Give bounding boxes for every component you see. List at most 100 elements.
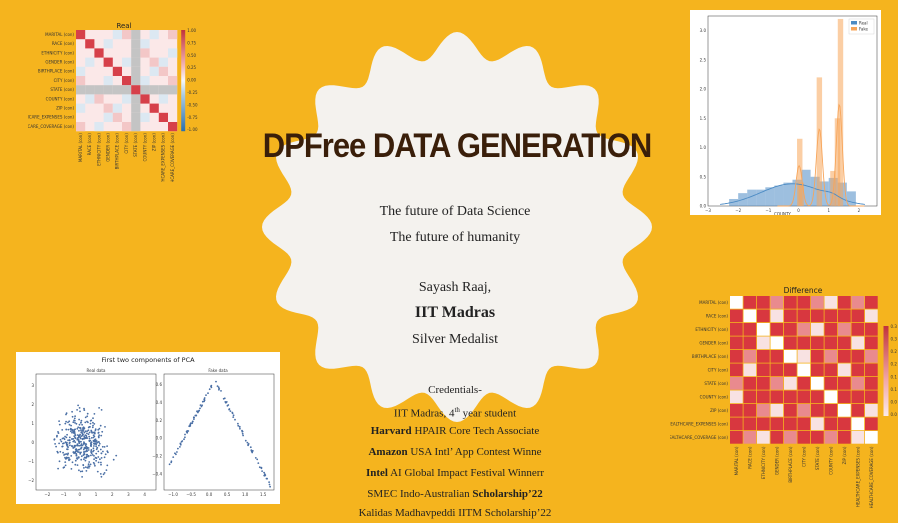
row-label: STATE (con): [50, 87, 74, 92]
real-point: [73, 435, 76, 437]
real-point: [65, 420, 67, 423]
diff-cell: [811, 417, 824, 431]
fake-point: [208, 388, 211, 391]
diff-cell: [851, 296, 865, 309]
real-point: [64, 464, 67, 467]
legend-swatch-fake: [851, 27, 857, 31]
x-tick: 0.0: [206, 492, 213, 497]
credential-iitm: IIT Madras, 4th year student: [393, 406, 517, 420]
real-bar: [756, 189, 766, 206]
diff-cell: [743, 377, 757, 390]
heatmap-cell: [94, 122, 104, 132]
credential-harvard: Harvard HPAIR Core Tech Associate: [370, 425, 540, 437]
real-point: [63, 466, 66, 469]
diff-cell: [730, 309, 743, 323]
real-point: [84, 434, 87, 436]
fake-point: [203, 399, 206, 402]
real-point: [69, 444, 71, 447]
heatmap-cell: [131, 103, 141, 113]
real-point: [77, 448, 80, 451]
real-point: [64, 441, 67, 444]
x-tick: −0.5: [186, 492, 196, 497]
heatmap-cell: [149, 85, 159, 95]
diff-cell: [865, 323, 878, 336]
real-point: [93, 413, 96, 415]
heatmap-cell: [103, 112, 113, 122]
real-point: [103, 456, 106, 459]
heatmap-cell: [140, 76, 150, 86]
col-label: ZIP (con): [842, 446, 847, 464]
real-point: [80, 440, 82, 443]
heatmap-cell: [131, 39, 141, 49]
fake-point: [186, 431, 189, 434]
diff-cell: [770, 431, 784, 444]
y-tick: 3.0: [700, 28, 707, 33]
real-point: [85, 445, 88, 448]
heatmap-cell: [122, 94, 132, 104]
real-point: [97, 456, 100, 458]
real-point: [99, 473, 102, 475]
real-point: [83, 456, 86, 459]
real-point: [91, 454, 94, 456]
real-point: [82, 443, 85, 445]
real-point: [74, 450, 77, 453]
row-label: RACE (con): [52, 41, 75, 46]
real-point: [97, 461, 100, 464]
real-point: [93, 458, 95, 461]
real-point: [72, 451, 75, 453]
fake-point: [263, 471, 265, 474]
real-point: [99, 448, 102, 451]
pca-fake-title: Fake data: [208, 368, 228, 373]
real-point: [75, 448, 78, 450]
heatmap-cell: [131, 85, 141, 95]
heatmap-cell: [94, 85, 104, 95]
col-label: GENDER (con): [106, 133, 111, 162]
page-title: DPFree DATA GENERATION: [262, 125, 653, 166]
x-tick: 1: [827, 208, 830, 213]
y-tick: 0.0: [700, 204, 707, 209]
real-point: [94, 438, 97, 441]
diff-cell: [811, 431, 824, 444]
real-point: [86, 450, 89, 452]
real-bar: [774, 185, 784, 206]
heatmap-cell: [103, 103, 113, 113]
real-point: [93, 443, 96, 445]
real-point: [78, 469, 80, 472]
real-point: [93, 432, 96, 435]
real-point: [97, 450, 100, 453]
y-tick: −2: [28, 478, 34, 483]
real-point: [83, 458, 85, 461]
real-point: [68, 458, 71, 461]
x-tick: 0: [79, 492, 82, 497]
fake-point: [229, 410, 232, 412]
real-point: [88, 437, 91, 440]
real-point: [92, 449, 95, 452]
real-point: [61, 445, 64, 448]
real-point: [71, 410, 73, 413]
row-label: CITY (con): [708, 368, 729, 373]
fake-point: [201, 404, 204, 407]
y-tick: 0.5: [700, 174, 707, 179]
real-point: [70, 455, 73, 457]
real-point: [61, 437, 64, 440]
diff-cell: [824, 390, 838, 404]
diff-cell: [851, 363, 865, 377]
diff-cell: [824, 377, 838, 390]
colorbar-tick: 0.0: [891, 412, 898, 417]
diff-cell: [730, 363, 743, 377]
pca-title: First two components of PCA: [101, 356, 195, 364]
col-label: BIRTHPLACE (con): [788, 446, 793, 483]
row-label: GENDER (con): [699, 341, 728, 346]
diff-cell: [811, 296, 824, 309]
real-point: [93, 455, 95, 457]
row-label: ZIP (con): [710, 408, 728, 413]
col-label: HEALTHCARE_COVERAGE (con): [170, 133, 175, 182]
fake-point: [181, 440, 184, 442]
real-point: [64, 453, 66, 456]
real-point: [103, 472, 106, 474]
row-label: CITY (con): [54, 78, 75, 83]
row-label: ETHNICITY (con): [41, 50, 74, 55]
diff-cell: [757, 363, 770, 377]
x-tick: 1: [95, 492, 98, 497]
real-point: [81, 476, 83, 478]
